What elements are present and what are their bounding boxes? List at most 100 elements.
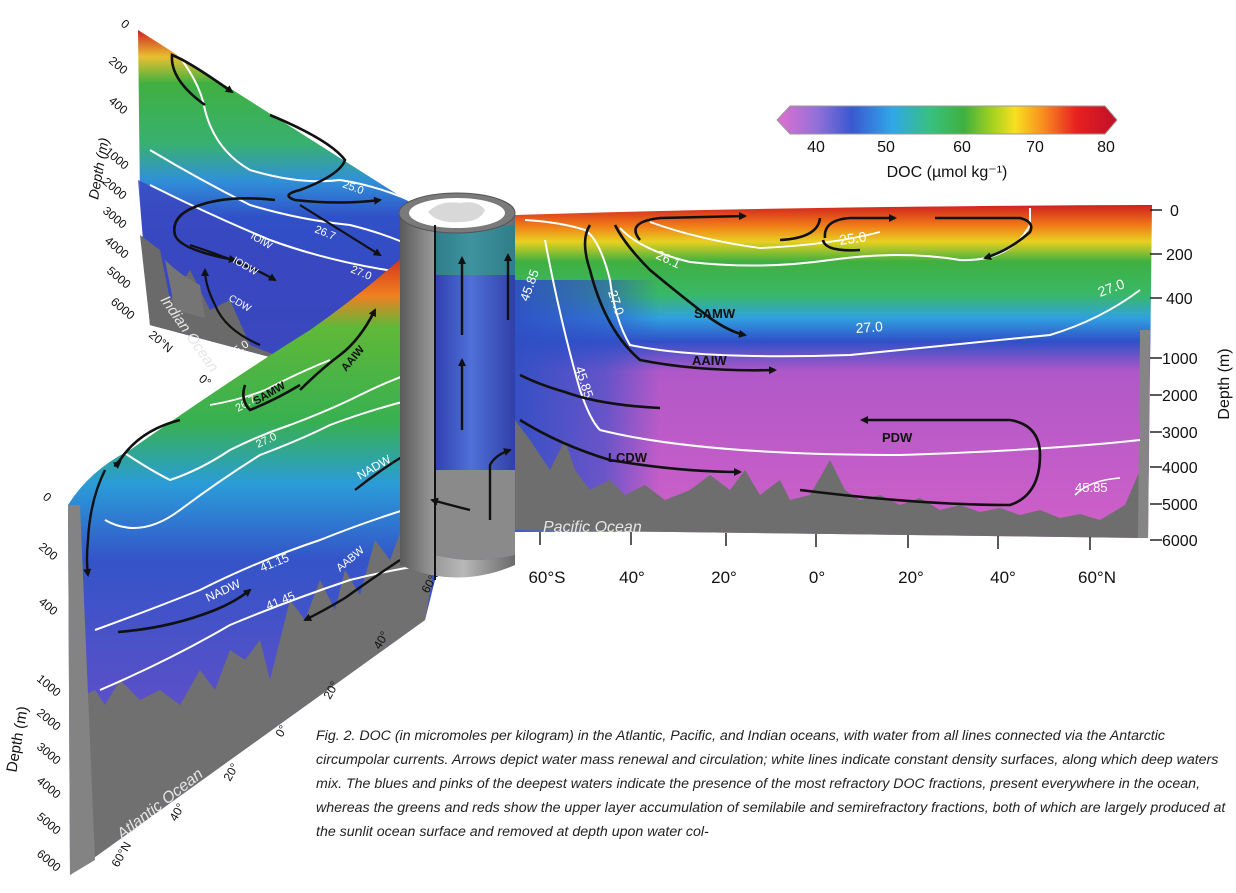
pacific-circulation-arrow	[519, 418, 742, 476]
pacific-circulation-arrow	[799, 416, 1042, 507]
pacific-isopycnal	[1074, 477, 1121, 496]
indian-isopycnal	[169, 44, 421, 206]
indian-depth-tick: 0	[118, 17, 132, 32]
atlantic-circulation-arrow	[303, 559, 401, 622]
atlantic-depth-tick: 0	[40, 490, 54, 505]
indian-circulation-arrow	[299, 204, 382, 257]
pacific-depth-tick: 3000	[1162, 425, 1198, 442]
pacific-depth-tick: 200	[1166, 247, 1193, 264]
indian-seafloor	[140, 235, 300, 365]
pacific-lat-tick: 20°	[898, 568, 924, 587]
atlantic-circulation-arrow	[299, 308, 377, 391]
indian-circulation-arrow	[201, 268, 261, 347]
pacific-circulation-arrow	[634, 212, 747, 241]
atlantic-circulation-arrow	[117, 588, 252, 634]
atlantic-depth-tick: 2000	[34, 706, 64, 734]
pacific-isopycnal-label: 27.0	[855, 318, 884, 336]
pacific-lat-axis: 60°S 40° 20° 0° 20° 40° 60°N	[528, 532, 1116, 587]
pacific-depth-tick: 0	[1170, 203, 1179, 220]
cylinder-arrow	[430, 497, 471, 512]
atlantic-isopycnal	[94, 504, 421, 631]
pacific-circulation-arrow	[583, 224, 777, 375]
figure-caption: Fig. 2. DOC (in micromoles per kilogram)…	[316, 728, 1226, 840]
colorbar-tick: 50	[877, 139, 895, 156]
indian-depth-tick: 3000	[100, 204, 130, 232]
pacific-isopycnal	[544, 239, 1141, 457]
atlantic-ocean-section: 25.0 26.7 27.0 41.15 41.45 SAMW AAIW NAD…	[3, 245, 444, 875]
pacific-isopycnal	[524, 219, 1141, 358]
pacific-circulation-arrow	[613, 224, 747, 338]
pacific-circulation-arrow	[823, 214, 897, 239]
indian-circulation-arrow	[269, 113, 382, 205]
atlantic-depth-tick: 200	[36, 540, 61, 564]
atlantic-depth-tick: 5000	[34, 810, 64, 838]
colorbar-ramp	[776, 105, 1118, 135]
indian-depth-tick: 200	[106, 54, 131, 78]
indian-depth-tick: 400	[106, 94, 131, 118]
pacific-wall	[1138, 330, 1150, 538]
pacific-lat-tick: 60°S	[528, 568, 565, 587]
pacific-depth-tick: 400	[1166, 291, 1193, 308]
pacific-lat-tick: 60°N	[1078, 568, 1116, 587]
indian-depth-axis: 0 200 400 1000 2000 3000 4000 5000 6000 …	[85, 17, 138, 323]
colorbar-tick: 60	[953, 139, 971, 156]
atlantic-circulation-arrow	[112, 418, 181, 469]
colorbar-tick: 40	[807, 139, 825, 156]
pacific-circulation-arrow	[779, 217, 822, 242]
cylinder-seafloor	[435, 470, 515, 560]
pacific-water-mass-label: SAMW	[694, 306, 736, 321]
pacific-depth-axis: 0 200 400 1000 2000 3000 4000 5000 6000 …	[1150, 203, 1233, 550]
antarctic-cylinder	[398, 192, 516, 580]
atlantic-wall	[68, 505, 95, 875]
atlantic-depth-tick: 3000	[34, 740, 64, 768]
indian-depth-tick: 4000	[102, 234, 132, 262]
indian-circulation-arrow	[173, 197, 276, 263]
indian-lat-tick: 20°N	[146, 328, 176, 356]
colorbar-tick: 70	[1026, 139, 1044, 156]
pacific-lat-tick: 20°	[711, 568, 737, 587]
atlantic-depth-tick: 1000	[34, 672, 64, 700]
pacific-water-mass-label: PDW	[882, 430, 913, 445]
pacific-depth-tick: 5000	[1162, 497, 1198, 514]
indian-depth-tick: 6000	[108, 295, 138, 323]
atlantic-lat-axis: 60°S 40° 20° 0° 20° 40° 60°N	[108, 566, 443, 870]
atlantic-depth-axis: 0 200 400 1000 2000 3000 4000 5000 6000 …	[3, 490, 63, 875]
pacific-circulation-arrow	[519, 373, 661, 410]
pacific-lat-tick: 40°	[990, 568, 1016, 587]
pacific-depth-tick: 2000	[1162, 388, 1198, 405]
pacific-circulation-arrow	[935, 216, 1033, 260]
colorbar: 40 50 60 70 80 DOC (µmol kg⁻¹)	[776, 105, 1118, 181]
indian-circulation-arrow	[170, 53, 234, 107]
indian-depth-tick: 5000	[104, 264, 134, 292]
pacific-water-mass-label: LCDW	[608, 450, 648, 465]
atlantic-circulation-arrow	[242, 383, 301, 412]
indian-seafloor-ridge	[165, 260, 205, 318]
indian-isopycnal	[149, 184, 401, 273]
atlantic-seafloor	[70, 500, 432, 875]
pacific-ocean-label: Pacific Ocean	[543, 519, 642, 536]
cylinder-upwelling-arrow	[488, 448, 512, 520]
atlantic-depth-tick: 6000	[34, 847, 64, 875]
atlantic-depth-tick: 4000	[34, 774, 64, 802]
atlantic-depth-tick: 400	[36, 595, 61, 619]
pacific-depth-tick: 1000	[1162, 351, 1198, 368]
pacific-water-mass-label: AAIW	[692, 353, 727, 368]
pacific-seafloor	[515, 330, 1150, 538]
pacific-ocean-section: 25.0 26.1 27.0 27.0 27.0 45.85 45.85 45.…	[515, 203, 1233, 587]
antarctica-landmass	[428, 202, 485, 223]
pacific-lat-tick: 0°	[809, 568, 825, 587]
colorbar-tick: 80	[1097, 139, 1115, 156]
atlantic-depth-axis-title: Depth (m)	[3, 705, 31, 774]
indian-lat-tick: 0°	[196, 372, 214, 390]
cylinder-surface-water	[435, 225, 515, 275]
pacific-depth-tick: 4000	[1162, 460, 1198, 477]
indian-isopycnal	[149, 149, 421, 251]
atlantic-circulation-arrow	[83, 469, 107, 577]
pacific-isopycnal-label: 45.85	[1075, 480, 1108, 495]
indian-circulation-arrow	[189, 243, 277, 282]
pacific-circulation-arrow	[821, 239, 861, 252]
pacific-isopycnal	[649, 221, 881, 249]
atlantic-isopycnal	[209, 359, 331, 406]
pacific-isopycnal-label: 27.0	[605, 288, 627, 317]
